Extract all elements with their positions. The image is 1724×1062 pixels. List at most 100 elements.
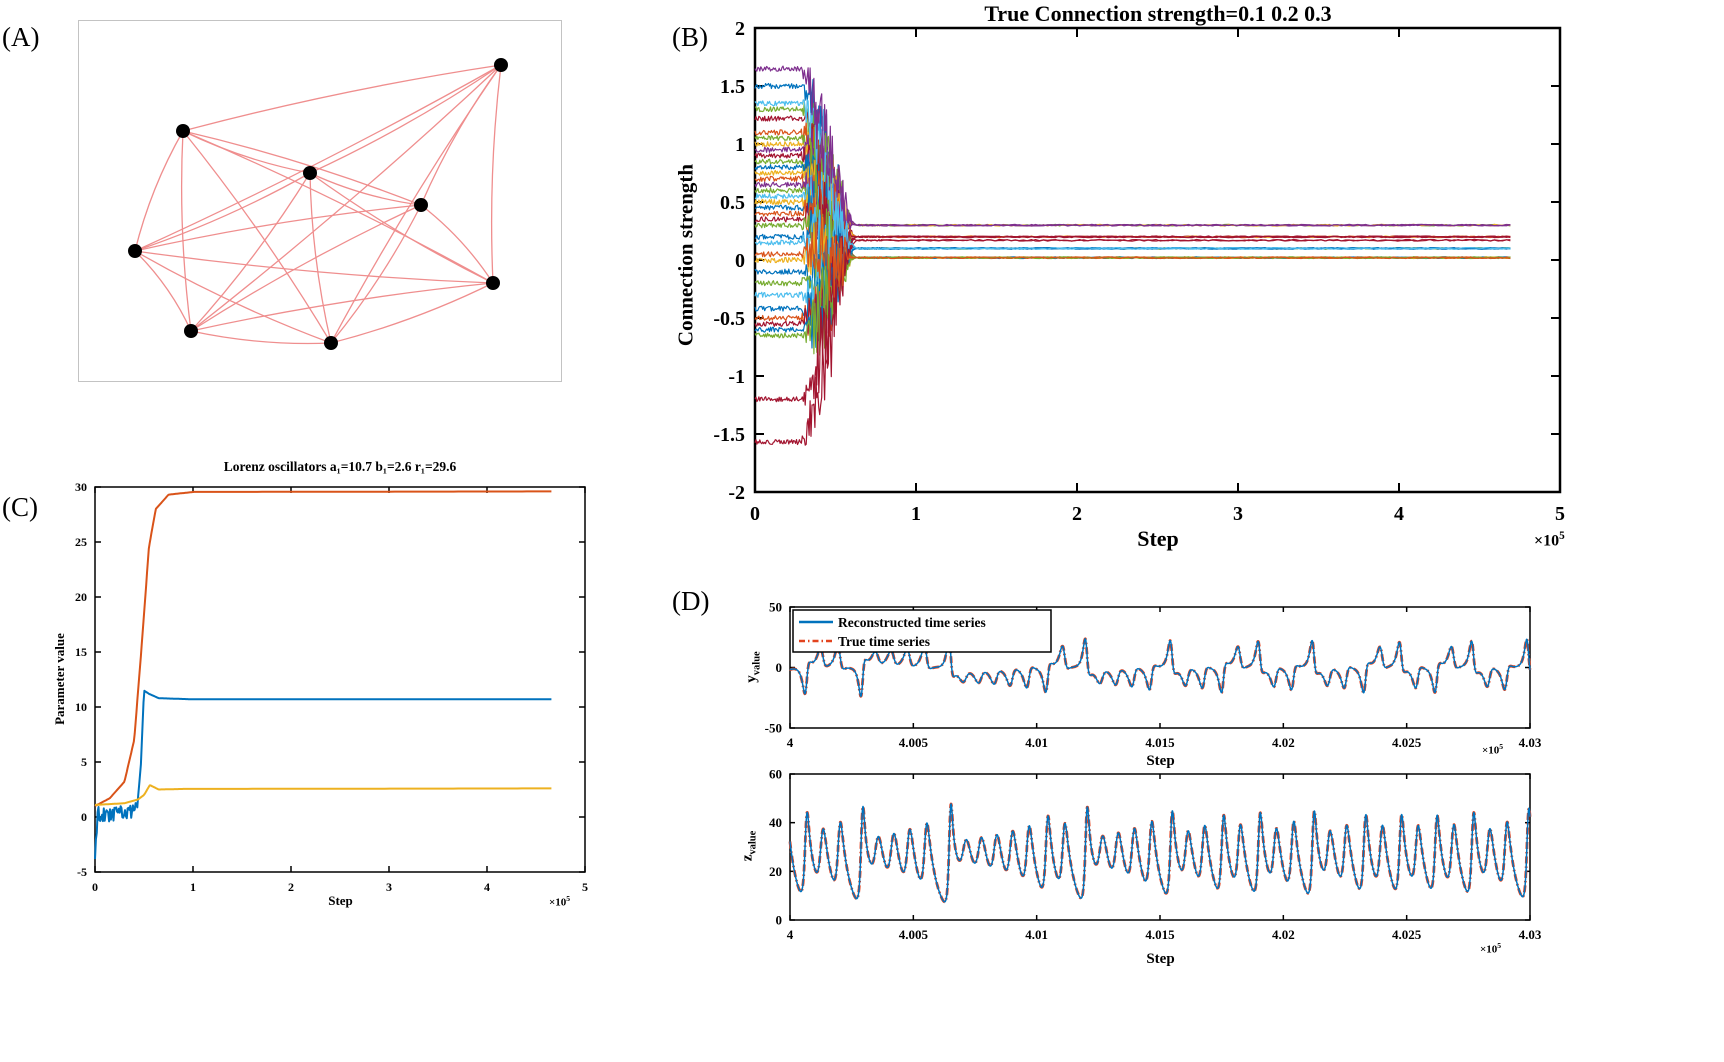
exponent-base: ×10 (549, 896, 567, 909)
network-edge (190, 64, 502, 332)
connection-series (755, 177, 1511, 266)
y-tick-label: 60 (769, 767, 782, 782)
x-tick-label: 2 (1072, 503, 1082, 525)
network-edge (134, 172, 311, 252)
connection-series (754, 216, 1511, 293)
y-tick-label: -0.5 (713, 308, 745, 330)
network-edge (182, 130, 422, 206)
x-tick-label: 4.025 (1392, 735, 1422, 750)
y-tick-label: -50 (765, 721, 782, 736)
connection-series (754, 238, 1511, 446)
network-edge (309, 172, 494, 284)
connection-series (754, 126, 1511, 234)
network-edge (134, 250, 332, 344)
x-tick-label: 2 (288, 880, 294, 894)
x-tick-label: 4.03 (1519, 735, 1542, 750)
network-graph (78, 20, 562, 382)
connection-series (754, 239, 1511, 349)
network-edge (134, 250, 494, 284)
z-timeseries-chart: 4 4.005 4.01 4.015 4.02 4.025 4.03 0 20 40 60 (769, 767, 1542, 943)
connection-series (754, 79, 1511, 250)
connection-series (754, 144, 1511, 244)
exponent-base: ×10 (1480, 943, 1498, 956)
y-tick-label: 5 (81, 755, 87, 769)
y-tick-label: 15 (75, 645, 87, 659)
network-edge (190, 330, 332, 345)
y-tick-label: 0 (735, 250, 745, 272)
exponent-power: 5 (1499, 742, 1504, 751)
y-tick-label: 25 (75, 535, 87, 549)
connection-series (754, 146, 1511, 249)
network-edge (182, 130, 311, 174)
y-tick-label: 0 (776, 660, 783, 675)
parameter-series-r1 (94, 490, 552, 807)
connection-series (754, 128, 1511, 233)
x-tick-label: 1 (911, 503, 921, 525)
y-tick-label: 2 (735, 18, 745, 40)
y-tick-label: 0 (776, 913, 783, 928)
connection-series (754, 233, 1511, 322)
y-tick-label: 1.5 (720, 76, 745, 98)
x-tick-label: 0 (92, 880, 98, 894)
x-tick-label: 4.005 (899, 735, 929, 750)
x-tick-label: 4.015 (1145, 927, 1175, 942)
y-tick-label: 0 (81, 810, 87, 824)
x-tick-label: 4.01 (1025, 927, 1048, 942)
network-node (324, 336, 338, 350)
network-edge (134, 130, 184, 252)
panel-a-label: (A) (2, 22, 40, 52)
panel-b-x-exponent: ×105 (1534, 530, 1565, 550)
x-tick-label: 4 (787, 927, 794, 942)
network-edge (490, 64, 502, 284)
x-tick-label: 4 (1394, 503, 1404, 525)
connection-series (754, 65, 1511, 227)
y-tick-label: 50 (769, 600, 782, 615)
network-node (486, 276, 500, 290)
connection-strength-chart: 0 1 2 3 4 5 -2 -1.5 -1 -0.5 0 0.5 1 1.5 2 (713, 18, 1565, 525)
plot-frame (789, 773, 1531, 921)
x-tick-label: 4.03 (1519, 927, 1542, 942)
exponent-base: ×10 (1534, 532, 1560, 550)
x-tick-label: 4.025 (1392, 927, 1422, 942)
network-node (128, 244, 142, 258)
panel-b-title: True Connection strength=0.1 0.2 0.3 (984, 1, 1332, 26)
y-tick-label: 0.5 (720, 192, 745, 214)
y-tick-label: -1.5 (713, 424, 745, 446)
x-tick-label: 3 (1233, 503, 1243, 525)
network-edge (309, 64, 502, 174)
network-edge (309, 172, 332, 344)
legend-label-true: True time series (838, 634, 930, 649)
network-edge (134, 250, 192, 332)
exponent-power: 5 (1497, 941, 1502, 950)
y-tick-label: 20 (75, 590, 87, 604)
connection-series (754, 207, 1511, 285)
x-tick-label: 4 (787, 735, 794, 750)
connection-series (754, 162, 1511, 267)
network-edge (420, 204, 494, 284)
connection-series (754, 101, 1511, 260)
network-node (414, 198, 428, 212)
y-tick-label: 20 (769, 864, 782, 879)
connection-series (754, 244, 1511, 339)
panel-b-label: (B) (672, 22, 708, 52)
network-edge (182, 64, 502, 132)
panel-c-label: (C) (2, 492, 38, 522)
exponent-power: 5 (1559, 530, 1565, 542)
network-edge (330, 282, 494, 344)
reconstructed-y-series (789, 636, 1531, 698)
panel-b-xlabel: Step (1137, 526, 1179, 551)
y-tick-label: -2 (728, 482, 745, 504)
connection-series (754, 131, 1511, 245)
connection-series (754, 138, 1511, 264)
network-edge (309, 172, 422, 206)
y-tick-label: 10 (75, 700, 87, 714)
panel-d-label: (D) (672, 586, 710, 616)
network-edge (134, 204, 422, 252)
connection-series (754, 200, 1511, 285)
exponent-power: 5 (566, 894, 571, 903)
network-node (303, 166, 317, 180)
network-edge (190, 204, 422, 332)
connection-series (754, 99, 1511, 250)
legend: Reconstructed time series True time serie… (792, 609, 1052, 653)
